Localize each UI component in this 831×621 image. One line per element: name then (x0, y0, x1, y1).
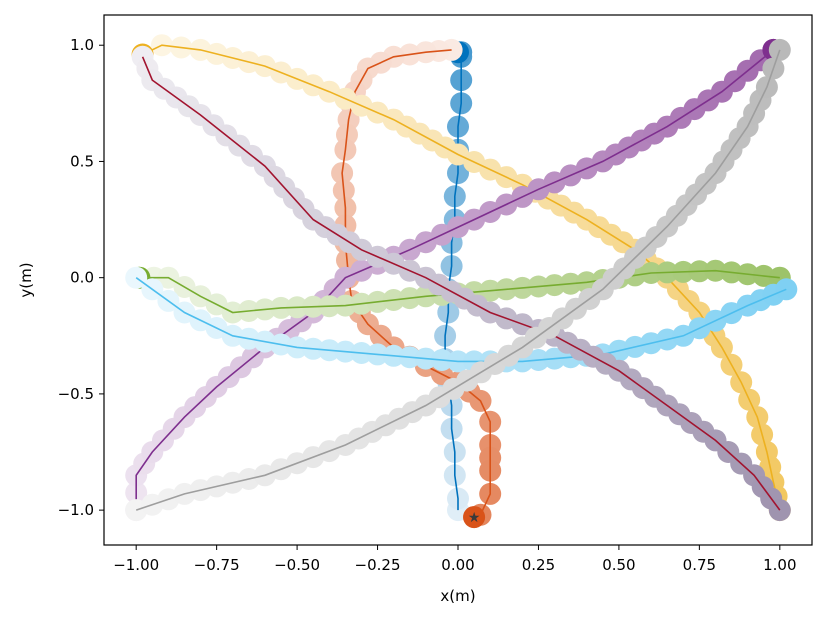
trajectory-line (135, 49, 781, 511)
x-tick-label: −0.75 (194, 556, 240, 574)
x-tick-label: 1.00 (763, 556, 796, 574)
x-tick-label: 0.75 (683, 556, 716, 574)
y-tick-label: 0.5 (70, 152, 94, 170)
x-tick-label: −0.25 (355, 556, 401, 574)
trajectory-series (131, 45, 791, 522)
y-tick-label: 0.0 (70, 269, 94, 287)
x-axis-label: x(m) (440, 587, 475, 605)
trajectory-series: ★ (125, 38, 785, 522)
trajectory-series (125, 38, 791, 522)
x-axis-ticks: −1.00 −0.75 −0.50 −0.25 0.00 0.25 0.50 0.75 1.00 (113, 545, 797, 574)
x-tick-label: 0.25 (522, 556, 555, 574)
trajectory-series: ★ (128, 259, 791, 324)
trajectory-line (141, 56, 781, 511)
x-tick-label: −0.50 (274, 556, 320, 574)
x-tick-label: 0.00 (441, 556, 474, 574)
trajectory-series (125, 266, 798, 373)
trajectory-line (135, 49, 774, 511)
x-tick-label: −1.00 (113, 556, 159, 574)
y-tick-label: −1.0 (58, 501, 94, 519)
trajectory-line (135, 277, 787, 363)
y-axis-ticks: −1.0 −0.5 0.0 0.5 1.0 (58, 36, 104, 519)
trajectory-line (444, 52, 462, 511)
x-tick-label: 0.50 (602, 556, 635, 574)
trajectory-endpoint (463, 506, 486, 529)
y-axis-label: y(m) (17, 262, 35, 297)
trajectory-line (139, 269, 780, 314)
y-tick-label: −0.5 (58, 385, 94, 403)
y-tick-label: 1.0 (70, 36, 94, 54)
trajectory-line (142, 44, 781, 511)
plot-marks: ★★★★★ (125, 34, 798, 529)
star-icon: ★ (468, 510, 481, 526)
